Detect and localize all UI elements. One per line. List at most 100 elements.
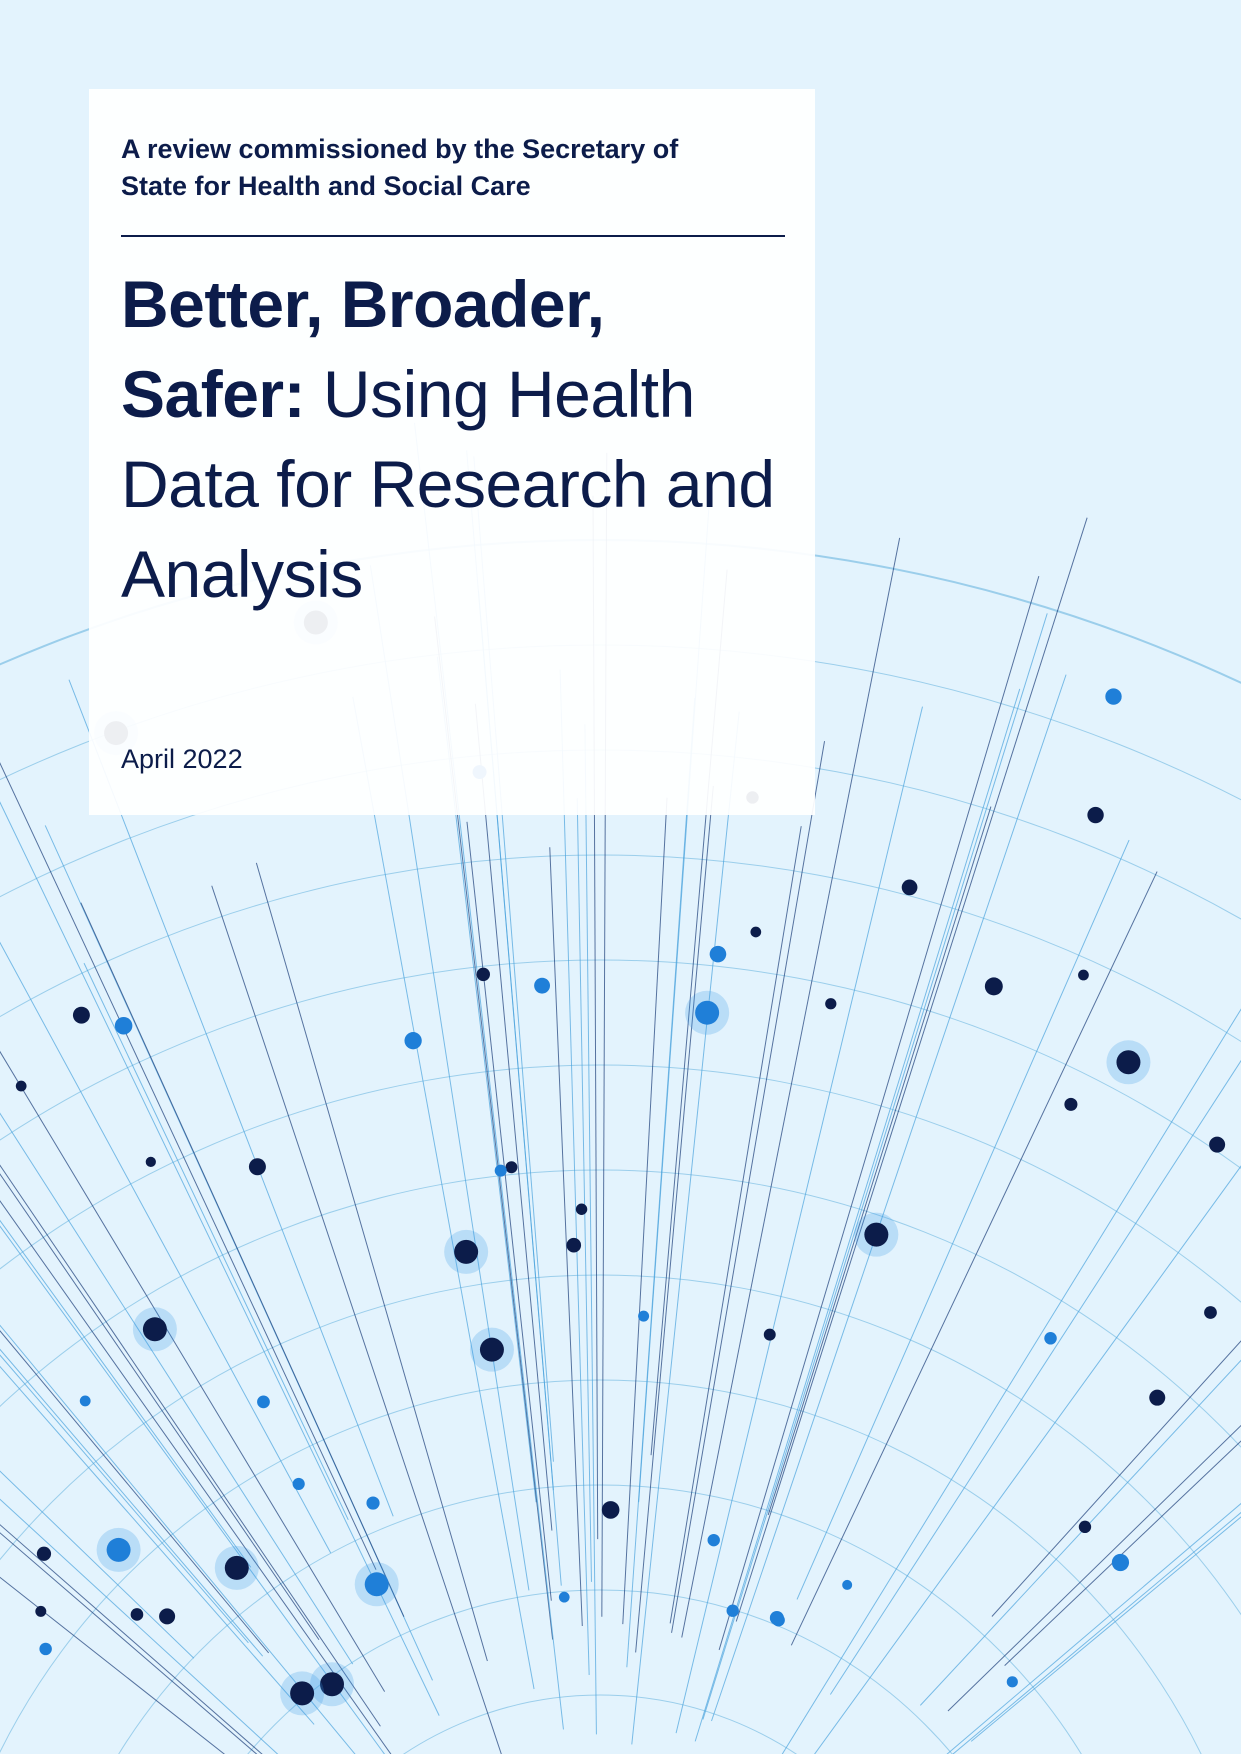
ray [255, 862, 488, 1662]
dot [494, 1164, 507, 1177]
ray [0, 1164, 381, 1727]
dot [479, 1337, 504, 1362]
dot [709, 945, 727, 963]
dot [601, 1501, 620, 1519]
ray [83, 962, 349, 1520]
ray [0, 762, 377, 1570]
dot [769, 1610, 784, 1626]
ray [68, 679, 394, 1517]
dot [1006, 1676, 1018, 1688]
dot [404, 1032, 422, 1050]
dot [825, 998, 837, 1010]
ray [711, 674, 1067, 1722]
title-regular: Using Health Data for Research and Analy… [121, 357, 775, 611]
ray [0, 1365, 315, 1725]
ray [466, 821, 552, 1601]
ray [947, 1424, 1241, 1712]
ray [671, 741, 826, 1633]
ray [735, 517, 1088, 1622]
dot [534, 977, 551, 994]
arc [403, 1694, 797, 1754]
ray [790, 871, 1158, 1646]
dot [248, 1158, 266, 1176]
dot [366, 1496, 380, 1510]
ray [549, 847, 583, 1626]
dot [476, 967, 490, 982]
title: Better, Broader, Safer: Using Health Dat… [121, 259, 791, 619]
dot [159, 1608, 176, 1625]
ray [622, 797, 668, 1625]
ray [0, 1348, 264, 1657]
ray [635, 785, 714, 1653]
dot [106, 1537, 131, 1562]
ray [970, 1516, 1241, 1742]
dot [319, 1672, 344, 1697]
ray [0, 1225, 386, 1754]
dot [1078, 969, 1089, 981]
dot [36, 1546, 52, 1561]
cover-card: A review commissioned by the Secretary o… [89, 89, 815, 815]
dot [750, 926, 762, 938]
ray [626, 698, 696, 1668]
dot [292, 1477, 305, 1491]
arc [0, 1274, 1241, 1616]
ray [767, 806, 992, 1516]
ray [0, 801, 440, 1716]
ray [702, 613, 1048, 1720]
ray [681, 537, 901, 1638]
arc [0, 1064, 1241, 1303]
dot [1087, 806, 1104, 824]
dot [39, 1642, 52, 1656]
ray [796, 839, 1130, 1600]
dot [638, 1310, 650, 1322]
ray [829, 1059, 1241, 1695]
ray [0, 1324, 356, 1754]
ray [946, 1502, 1241, 1754]
ray [211, 885, 502, 1754]
ray [0, 1576, 225, 1754]
ray [952, 1511, 1241, 1754]
dot [763, 1328, 776, 1341]
ray [0, 1219, 252, 1568]
dot [1149, 1389, 1166, 1406]
dot [864, 1222, 889, 1247]
ray [559, 669, 590, 1675]
arc [0, 749, 1241, 920]
arc [0, 854, 1241, 1043]
title-bold: Better, Broader, Safer: [121, 267, 605, 431]
dot [72, 1006, 90, 1024]
ray [0, 1112, 354, 1665]
ray [576, 798, 592, 1582]
ray [584, 724, 597, 1735]
ray [0, 1354, 249, 1644]
ray [718, 576, 1040, 1651]
arc [118, 1484, 1082, 1754]
arc [0, 1169, 1241, 1448]
dot [1209, 1136, 1226, 1153]
ray [1004, 1440, 1241, 1666]
dot [1105, 688, 1122, 705]
arc [247, 1589, 953, 1754]
dot [1204, 1306, 1217, 1319]
dot [35, 1605, 47, 1617]
ray [0, 1173, 320, 1641]
dot [1116, 1050, 1141, 1075]
ray [0, 1532, 258, 1754]
ray [0, 1200, 392, 1754]
ray [80, 902, 405, 1617]
dot [842, 1579, 853, 1590]
ray [675, 706, 923, 1734]
ray [474, 703, 553, 1531]
ray [0, 1330, 270, 1654]
dot [505, 1161, 518, 1174]
ray [814, 1165, 1241, 1754]
dot [364, 1572, 389, 1597]
subtitle: A review commissioned by the Secretary o… [121, 134, 679, 201]
dot [566, 1237, 582, 1253]
ray [0, 1524, 263, 1754]
dot [142, 1317, 167, 1342]
dot [130, 1608, 144, 1621]
dot [707, 1533, 720, 1547]
dot [984, 977, 1003, 996]
